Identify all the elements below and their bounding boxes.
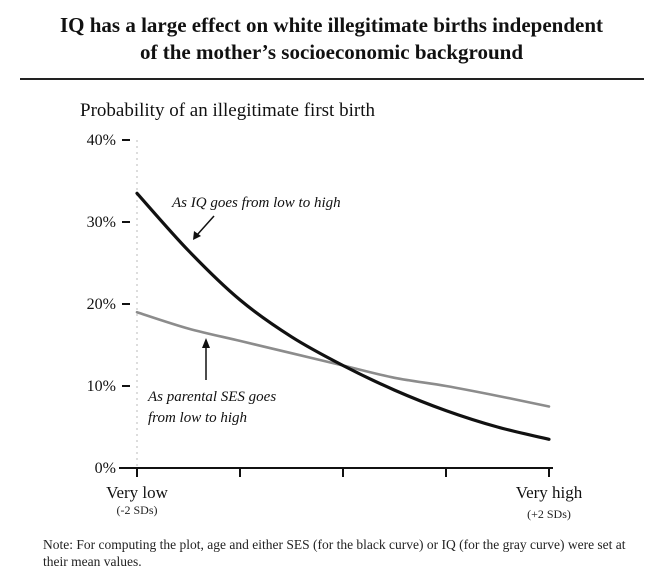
x-label-high: Very high <box>516 483 583 502</box>
y-tick-label: 0% <box>95 460 116 477</box>
x-label-low: Very low <box>106 483 169 502</box>
annotations: As IQ goes from low to high As parental S… <box>147 195 341 426</box>
title-divider <box>20 78 644 80</box>
title-line-2: of the mother’s socioeconomic background <box>139 40 523 64</box>
title-line-1: IQ has a large effect on white illegitim… <box>59 13 604 37</box>
series-line-iq <box>135 191 551 441</box>
iq-arrow-shaft <box>196 215 215 236</box>
y-axis-label: Probability of an illegitimate first bir… <box>80 100 375 121</box>
ses-arrow-head <box>202 338 210 348</box>
series-group <box>135 191 551 441</box>
axes: 0% 10% 20% 30% 40% Very low(-2 SDs) Very high (… <box>87 132 583 521</box>
x-sublabel-high: (+2 SDs) <box>527 507 571 521</box>
x-sublabel-low: (-2 SDs) <box>117 503 158 517</box>
footnote: Note: For computing the plot, age and ei… <box>43 537 626 569</box>
y-tick-label: 20% <box>87 296 116 313</box>
chart-title: IQ has a large effect on white illegitim… <box>0 12 663 66</box>
iq-annotation: As IQ goes from low to high <box>171 195 341 211</box>
y-tick-label: 30% <box>87 214 116 231</box>
ses-annotation-line-1: As parental SES goes <box>147 389 276 405</box>
iq-arrow-head <box>193 231 201 240</box>
y-tick-label: 40% <box>87 132 116 149</box>
ses-annotation-line-2: from low to high <box>148 410 247 426</box>
y-tick-label: 10% <box>87 378 116 395</box>
